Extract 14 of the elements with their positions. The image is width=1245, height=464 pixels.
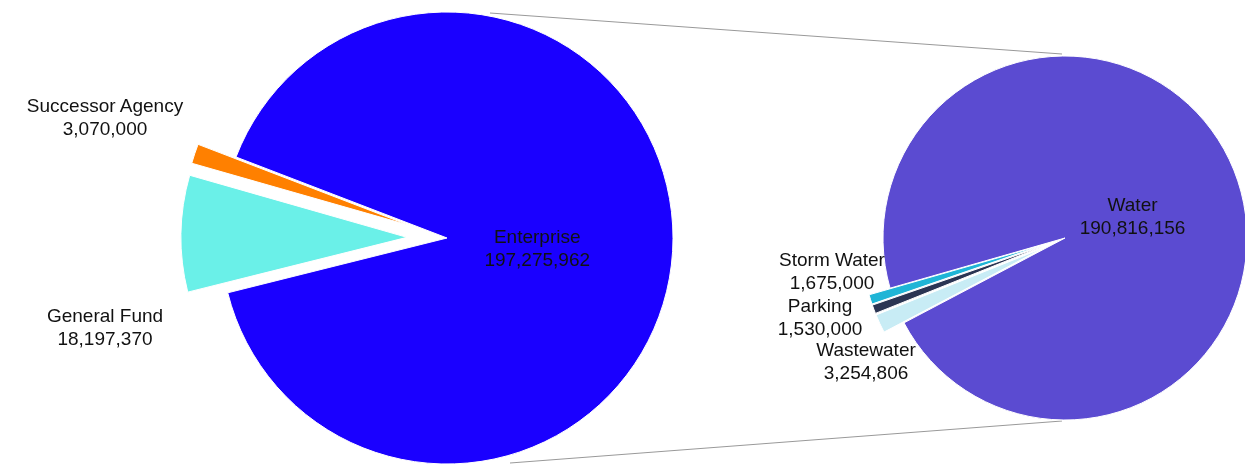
slice-label: Storm Water [779, 249, 886, 270]
data-label: 3,070,000 [62, 117, 148, 139]
data-label: 190,816,156 [1079, 216, 1186, 238]
slice-label: Successor Agency [26, 95, 184, 116]
slice-label: General Fund [46, 305, 164, 326]
data-label: 3,254,806 [823, 361, 909, 383]
slice-label: Parking [787, 295, 853, 316]
data-label: 1,675,000 [789, 271, 875, 293]
slice-label: Water [1107, 193, 1159, 215]
data-label: 197,275,962 [484, 249, 591, 271]
slice-label: Wastewater [816, 339, 917, 360]
data-label: 1,530,000 [777, 317, 863, 339]
data-label: 18,197,370 [57, 327, 153, 349]
slice-label: Enterprise [493, 226, 581, 248]
